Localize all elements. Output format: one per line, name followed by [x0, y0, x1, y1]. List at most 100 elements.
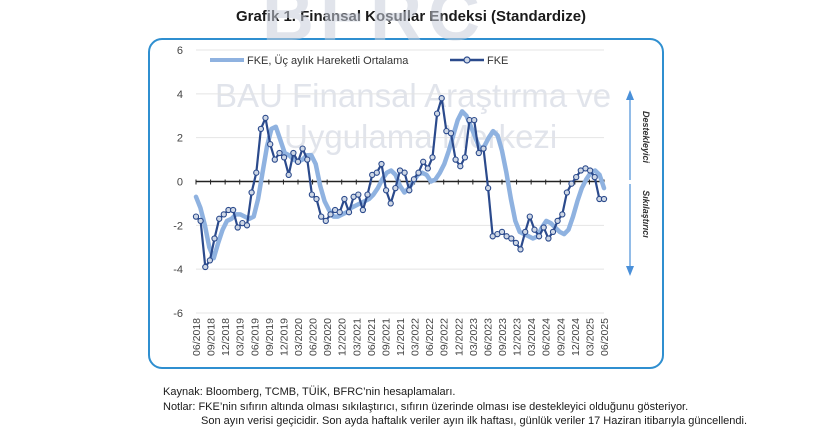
fke-point [216, 215, 223, 222]
y-tick-labels: -6 -4 -2 0 2 4 6 [173, 45, 183, 320]
x-tick-label: 12/2024 [570, 318, 582, 356]
x-tick-label: 12/2021 [395, 318, 407, 356]
fke-point [531, 226, 538, 233]
fke-point [192, 213, 200, 220]
label-sikilastirici: Sıkılaştırıcı [641, 190, 651, 238]
fke-point [271, 156, 278, 163]
down-arrowhead-icon [626, 266, 634, 276]
fke-point [591, 173, 598, 181]
y-tick-label: 4 [177, 89, 183, 101]
fke-point [318, 213, 325, 220]
x-tick-label: 06/2020 [308, 318, 320, 356]
fke-point [586, 167, 594, 174]
fke-point [197, 217, 204, 225]
fke-point [378, 160, 385, 168]
y-tick-label: -2 [173, 220, 183, 232]
x-tick-label: 06/2021 [366, 318, 378, 356]
fke-point [313, 195, 320, 203]
x-tick-label: 03/2023 [468, 318, 480, 356]
legend-marker-fke [463, 56, 471, 64]
fke-point [299, 145, 306, 152]
legend: FKE, Üç aylık Hareketli Ortalama FKE [210, 55, 508, 67]
fke-point [322, 217, 329, 225]
fke-point [359, 206, 367, 214]
fke-point [549, 228, 557, 236]
fke-point [392, 184, 399, 192]
fke-point [512, 239, 520, 247]
fke-point [447, 130, 455, 137]
fke-point [267, 141, 274, 148]
fke-point [484, 184, 492, 192]
y-tick-label: 6 [177, 45, 183, 57]
fke-point [480, 145, 487, 152]
fke-point [364, 191, 371, 198]
fke-point [304, 156, 311, 163]
fke-point [220, 211, 227, 218]
x-tick-label: 09/2019 [264, 318, 276, 356]
notes-block: Kaynak: Bloomberg, TCMB, TÜİK, BFRC’nin … [163, 385, 747, 429]
fke-point [475, 149, 482, 157]
legend-label-ma: FKE, Üç aylık Hareketli Ortalama [247, 55, 409, 67]
x-tick-labels: 06/2018 09/2018 12/2018 03/2019 06/2019 09/20… [191, 179, 611, 356]
fke-point [336, 209, 343, 216]
x-tick-label: 06/2019 [249, 318, 261, 356]
fke-point [202, 263, 209, 271]
fke-point [438, 95, 445, 102]
fke-point [294, 158, 302, 165]
fke-point [457, 163, 464, 170]
chart-title: Grafik 1. Finansal Koşullar Endeksi (Sta… [235, 8, 587, 25]
fke-point [433, 110, 441, 117]
fke-point [471, 116, 478, 124]
fke-point [276, 149, 283, 157]
fke-point [257, 125, 265, 133]
fke-point [540, 224, 547, 231]
fke-point [498, 228, 506, 236]
fke-point [415, 169, 422, 176]
y-tick-label: 0 [177, 177, 183, 189]
support-arrow [626, 90, 634, 180]
fke-point [373, 169, 380, 176]
fke-point [341, 195, 348, 203]
fke-point [327, 211, 334, 218]
notes-line-1: Notlar: FKE’nin sıfırın altında olması s… [163, 400, 689, 413]
fke-point [429, 154, 436, 161]
fke-point [554, 217, 561, 225]
fke-point [382, 187, 390, 194]
x-tick-label: 12/2020 [337, 318, 349, 356]
x-tick-label: 09/2023 [497, 318, 509, 356]
x-tick-label: 03/2021 [351, 318, 363, 356]
x-tick-label: 09/2024 [555, 318, 567, 356]
fke-point [517, 246, 524, 253]
fke-point [285, 171, 292, 179]
x-tick-label: 12/2022 [453, 318, 465, 356]
x-tick-label: 06/2025 [599, 318, 611, 356]
watermark-line2: Uygulama Merkezi [284, 118, 557, 155]
fke-point [522, 228, 529, 236]
x-tick-label: 12/2023 [512, 318, 524, 356]
x-tick-label: 03/2024 [526, 318, 538, 356]
fke-point [535, 233, 543, 240]
x-tick-label: 06/2023 [482, 318, 494, 356]
legend-label-fke: FKE [487, 55, 508, 67]
x-tick-label: 09/2022 [439, 318, 451, 356]
fke-point [410, 176, 418, 183]
fke-point [229, 206, 237, 214]
y-tick-label: -4 [173, 264, 183, 276]
x-tick-label: 06/2018 [191, 318, 203, 356]
series-ma-line [193, 109, 607, 261]
fke-point [573, 173, 580, 181]
x-tick-label: 03/2025 [584, 318, 596, 356]
fke-point [211, 235, 218, 242]
x-tick-label: 09/2020 [322, 318, 334, 356]
fke-point [559, 211, 566, 218]
fke-point [253, 169, 260, 176]
fke-point [345, 209, 353, 216]
fke-point [452, 156, 459, 163]
fke-point [355, 191, 362, 198]
chart-frame [148, 38, 664, 369]
y-tick-label: 2 [177, 133, 183, 145]
fke-point [600, 195, 608, 203]
label-destekleyici: Destekleyici [641, 111, 651, 164]
x-tick-label: 09/2018 [206, 318, 218, 356]
